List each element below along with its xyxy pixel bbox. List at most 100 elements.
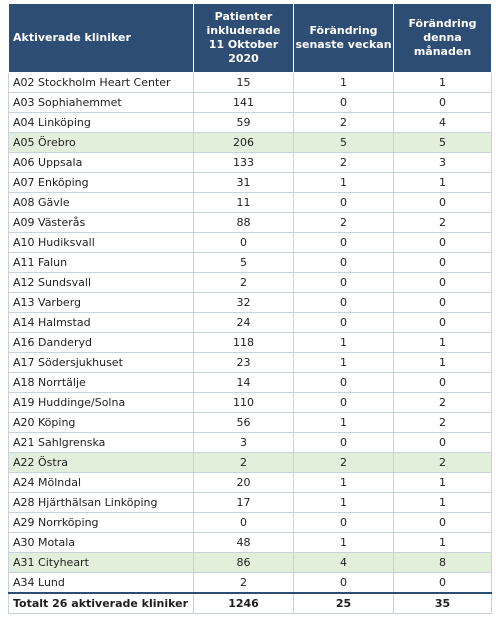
header-month-line: denna: [423, 31, 462, 44]
week-change-cell: 0: [293, 432, 394, 453]
patients-cell: 11: [193, 192, 294, 213]
clinic-name-cell: A10 Hudiksvall: [8, 232, 194, 253]
month-change-cell: 5: [393, 132, 492, 153]
header-patients-line: inkluderade: [206, 24, 281, 37]
week-change-cell: 1: [293, 332, 394, 353]
week-change-cell: 4: [293, 552, 394, 573]
clinic-name-cell: A19 Huddinge/Solna: [8, 392, 194, 413]
table-row: A12 Sundsvall 2 0 0: [8, 272, 492, 293]
month-change-cell: 2: [393, 392, 492, 413]
clinic-name-cell: A08 Gävle: [8, 192, 194, 213]
week-change-cell: 0: [293, 92, 394, 113]
table-row: A03 Sophiahemmet 141 0 0: [8, 92, 492, 113]
patients-cell: 15: [193, 72, 294, 93]
month-change-cell: 0: [393, 572, 492, 594]
month-change-cell: 4: [393, 112, 492, 133]
week-change-cell: 1: [293, 412, 394, 433]
week-change-cell: 0: [293, 272, 394, 293]
month-change-cell: 1: [393, 72, 492, 93]
table-row: A08 Gävle 11 0 0: [8, 192, 492, 213]
table-row: A14 Halmstad 24 0 0: [8, 312, 492, 333]
table-header: Aktiverade kliniker Patienter inkluderad…: [8, 3, 492, 73]
header-month-line: månaden: [413, 45, 472, 58]
patients-cell: 48: [193, 532, 294, 553]
table-row: A02 Stockholm Heart Center 15 1 1: [8, 72, 492, 93]
week-change-cell: 0: [293, 572, 394, 594]
week-change-cell: 1: [293, 532, 394, 553]
week-change-cell: 1: [293, 172, 394, 193]
header-week-line: Förändring: [309, 24, 378, 37]
clinic-name-cell: A22 Östra: [8, 452, 194, 473]
week-change-cell: 0: [293, 192, 394, 213]
table-row: A20 Köping 56 1 2: [8, 412, 492, 433]
patients-cell: 86: [193, 552, 294, 573]
header-week-change: Förändring senaste veckan: [293, 3, 394, 73]
month-change-cell: 1: [393, 532, 492, 553]
week-change-cell: 2: [293, 452, 394, 473]
clinic-name-cell: A11 Falun: [8, 252, 194, 273]
patients-cell: 0: [193, 512, 294, 533]
header-month-change: Förändring denna månaden: [393, 3, 492, 73]
patients-cell: 118: [193, 332, 294, 353]
month-change-cell: 0: [393, 432, 492, 453]
table-row: A05 Örebro 206 5 5: [8, 132, 492, 153]
month-change-cell: 3: [393, 152, 492, 173]
total-month-change: 35: [393, 592, 492, 614]
clinic-name-cell: A31 Cityheart: [8, 552, 194, 573]
month-change-cell: 2: [393, 412, 492, 433]
table-row: A34 Lund 2 0 0: [8, 572, 492, 594]
patients-cell: 110: [193, 392, 294, 413]
patients-cell: 32: [193, 292, 294, 313]
clinic-name-cell: A14 Halmstad: [8, 312, 194, 333]
patients-cell: 2: [193, 572, 294, 594]
clinic-name-cell: A34 Lund: [8, 572, 194, 594]
month-change-cell: 1: [393, 472, 492, 493]
header-month-line: Förändring: [408, 17, 477, 30]
patients-cell: 17: [193, 492, 294, 513]
month-change-cell: 0: [393, 92, 492, 113]
table-footer: Totalt 26 aktiverade kliniker 1246 25 35: [8, 592, 492, 614]
month-change-cell: 1: [393, 172, 492, 193]
table-row: A06 Uppsala 133 2 3: [8, 152, 492, 173]
table-row: A19 Huddinge/Solna 110 0 2: [8, 392, 492, 413]
month-change-cell: 0: [393, 512, 492, 533]
total-week-change: 25: [293, 592, 394, 614]
table-row: A22 Östra 2 2 2: [8, 452, 492, 473]
total-patients: 1246: [193, 592, 294, 614]
clinic-name-cell: A07 Enköping: [8, 172, 194, 193]
month-change-cell: 0: [393, 192, 492, 213]
month-change-cell: 0: [393, 292, 492, 313]
patients-cell: 2: [193, 272, 294, 293]
table-row: A10 Hudiksvall 0 0 0: [8, 232, 492, 253]
table-row: A29 Norrköping 0 0 0: [8, 512, 492, 533]
patients-cell: 56: [193, 412, 294, 433]
table-row: A28 Hjärthälsan Linköping 17 1 1: [8, 492, 492, 513]
week-change-cell: 0: [293, 252, 394, 273]
table-row: A13 Varberg 32 0 0: [8, 292, 492, 313]
clinic-name-cell: A05 Örebro: [8, 132, 194, 153]
patients-cell: 14: [193, 372, 294, 393]
month-change-cell: 1: [393, 352, 492, 373]
header-patients: Patienter inkluderade 11 Oktober 2020: [193, 3, 294, 73]
week-change-cell: 5: [293, 132, 394, 153]
week-change-cell: 2: [293, 212, 394, 233]
week-change-cell: 1: [293, 472, 394, 493]
clinic-name-cell: A02 Stockholm Heart Center: [8, 72, 194, 93]
month-change-cell: 0: [393, 232, 492, 253]
month-change-cell: 0: [393, 312, 492, 333]
table-row: A17 Södersjukhuset 23 1 1: [8, 352, 492, 373]
table-row: A24 Mölndal 20 1 1: [8, 472, 492, 493]
clinic-name-cell: A30 Motala: [8, 532, 194, 553]
table-row: A04 Linköping 59 2 4: [8, 112, 492, 133]
week-change-cell: 0: [293, 232, 394, 253]
table-row: A31 Cityheart 86 4 8: [8, 552, 492, 573]
patients-cell: 88: [193, 212, 294, 233]
table-row: A11 Falun 5 0 0: [8, 252, 492, 273]
clinic-name-cell: A17 Södersjukhuset: [8, 352, 194, 373]
patients-cell: 133: [193, 152, 294, 173]
clinic-name-cell: A09 Västerås: [8, 212, 194, 233]
table-row: A09 Västerås 88 2 2: [8, 212, 492, 233]
clinic-name-cell: A04 Linköping: [8, 112, 194, 133]
table-row: A30 Motala 48 1 1: [8, 532, 492, 553]
clinic-name-cell: A24 Mölndal: [8, 472, 194, 493]
